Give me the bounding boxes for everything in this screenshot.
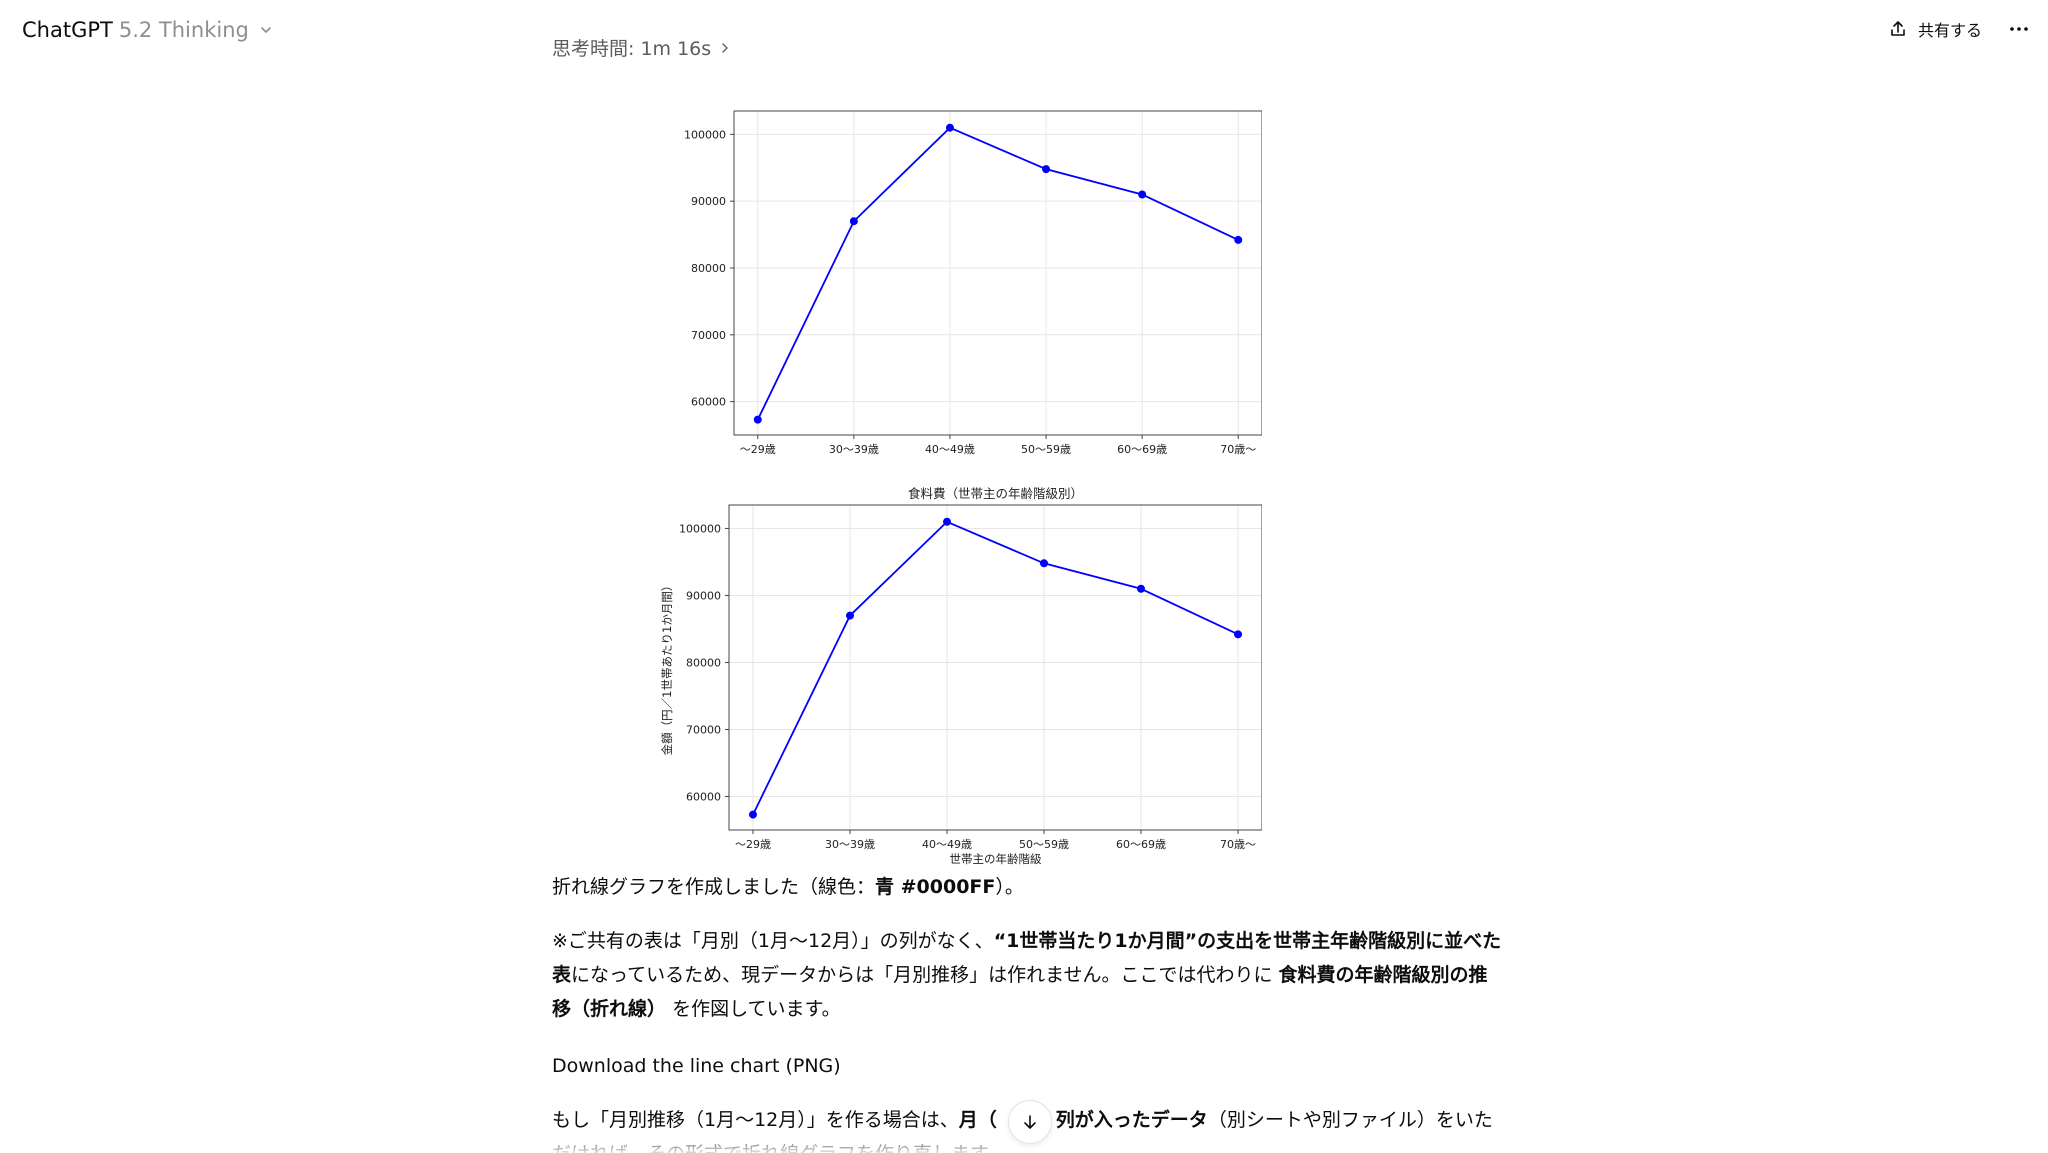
bold-text: 青 #0000FF (875, 876, 996, 898)
paragraph-note: ※ご共有の表は「月別（1月～12月）」の列がなく、“1世帯当たり1か月間”の支出… (552, 924, 1502, 1026)
x-tick-label: 40～49歳 (925, 443, 975, 456)
x-tick-label: 40～49歳 (922, 838, 972, 851)
paragraph-download: Download the line chart (PNG) (552, 1049, 1502, 1083)
data-point (748, 810, 757, 819)
x-tick-label: 60～69歳 (1116, 838, 1166, 851)
model-name: ChatGPT (22, 18, 113, 42)
x-axis-label: 世帯主の年齢階級 (950, 852, 1042, 866)
text: もし「月別推移（1月～12月）」を作る場合は、 (552, 1109, 959, 1131)
x-tick-label: 50～59歳 (1019, 838, 1069, 851)
model-selector[interactable]: ChatGPT 5.2 Thinking (22, 14, 273, 46)
bold-text: ）列が入ったデータ (1036, 1109, 1208, 1131)
bold-text: 食料費の年齢階級別の推移（折れ線） (552, 964, 1488, 1020)
thinking-duration: 思考時間: 1m 16s (552, 38, 712, 60)
data-point (1234, 630, 1243, 639)
text: ※ご共有の表は「月別（1月～12月）」の列がなく、 (552, 930, 994, 952)
line-chart-1: 60000 70000 80000 90000 100000 ～29歳 30～39歳 40～4… (684, 110, 1262, 456)
y-tick-label: 60000 (686, 790, 721, 803)
chart-1-container: 60000 70000 80000 90000 100000 ～29歳 30～39歳 40～4… (652, 88, 1262, 473)
x-tick-label: 50～59歳 (1021, 443, 1071, 456)
x-tick-label: ～29歳 (740, 443, 776, 456)
text: 折れ線グラフを作成しました（線色： (552, 876, 876, 898)
plot-frame (728, 504, 1262, 831)
chart-title: 食料費（世帯主の年齢階級別） (908, 486, 1083, 501)
more-options-button[interactable] (2008, 18, 2030, 40)
arrow-down-icon (1024, 1115, 1036, 1129)
header-actions: 共有する (1888, 12, 2030, 46)
text: を作図しています。 (672, 998, 841, 1020)
more-horizontal-icon (2010, 27, 2028, 31)
y-tick-label: 70000 (686, 723, 721, 736)
x-tick-label: 70歳～ (1220, 443, 1256, 456)
y-tick-label: 90000 (691, 195, 726, 208)
thinking-toggle[interactable]: 思考時間: 1m 16s (552, 34, 731, 61)
data-point (849, 217, 858, 226)
y-tick-label: 90000 (686, 589, 721, 602)
y-tick-label: 80000 (691, 262, 726, 275)
share-icon (1891, 21, 1905, 36)
data-point (945, 123, 954, 132)
y-axis-label: 金額（円／1世帯あたり1か月間） (660, 580, 674, 756)
x-tick-label: ～29歳 (735, 838, 771, 851)
chart-2-container: 食料費（世帯主の年齢階級別） 60000 70000 80000 90000 100000… (652, 484, 1262, 869)
series-line (752, 520, 1239, 815)
text: ）。 (995, 876, 1024, 898)
share-button[interactable]: 共有する (1888, 17, 1982, 41)
y-tick-label: 70000 (691, 329, 726, 342)
data-point (1138, 190, 1147, 199)
y-tick-label: 100000 (679, 522, 721, 535)
chevron-right-icon (722, 42, 728, 53)
plot-frame (733, 110, 1262, 436)
data-point (845, 611, 854, 620)
text: になっているため、現データからは「月別推移」は作れません。ここでは代わりに (571, 964, 1273, 986)
data-point (753, 415, 762, 424)
download-link[interactable]: Download the line chart (PNG) (552, 1055, 841, 1077)
x-tick-label: 30～39歳 (825, 838, 875, 851)
chevron-down-icon (261, 27, 271, 33)
share-label: 共有する (1917, 21, 1982, 40)
data-point (1040, 559, 1049, 568)
data-point (942, 517, 951, 526)
data-point (1234, 235, 1243, 244)
scroll-to-bottom-button[interactable] (1008, 1100, 1052, 1144)
x-tick-label: 70歳～ (1220, 838, 1256, 851)
line-chart-2: 食料費（世帯主の年齢階級別） 60000 70000 80000 90000 100000… (660, 486, 1262, 866)
bold-text: “1世帯当たり1か月間”の支出を世帯主年齢階級別に並べた表 (552, 930, 1502, 986)
paragraph-summary: 折れ線グラフを作成しました（線色：青 #0000FF）。 (552, 870, 1502, 904)
data-point (1137, 584, 1146, 593)
y-tick-label: 60000 (691, 396, 726, 409)
bold-text: 月（ (958, 1109, 997, 1131)
y-tick-label: 80000 (686, 656, 721, 669)
x-tick-label: 30～39歳 (829, 443, 879, 456)
data-point (1042, 165, 1051, 174)
y-tick-label: 100000 (684, 128, 726, 141)
model-version: 5.2 Thinking (118, 18, 249, 42)
x-tick-label: 60～69歳 (1117, 443, 1167, 456)
series-line (756, 126, 1239, 421)
